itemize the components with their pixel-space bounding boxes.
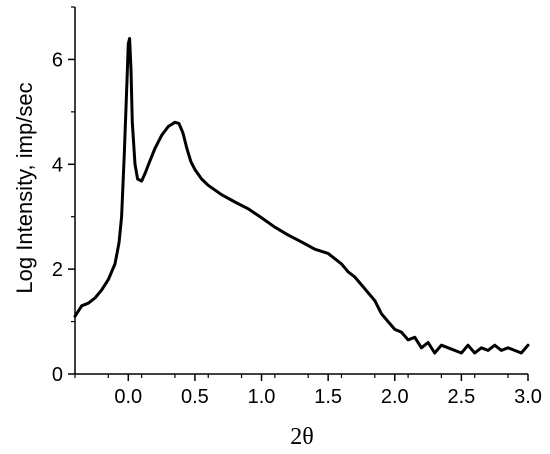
y-tick-label: 2 — [52, 259, 63, 281]
x-tick-label: 2.5 — [447, 386, 475, 408]
x-tick-label: 1.5 — [314, 386, 342, 408]
x-tick-label: 0.5 — [181, 386, 209, 408]
x-tick-label: 2.0 — [381, 386, 409, 408]
ticks — [68, 6, 529, 381]
plot-area — [73, 37, 530, 355]
x-axis-title: 2θ — [290, 424, 314, 450]
y-axis-title: Log Intensity, imp/sec — [12, 82, 37, 293]
x-tick-label: 0.0 — [114, 386, 142, 408]
y-tick-label: 0 — [52, 364, 63, 386]
x-tick-label: 3.0 — [514, 386, 542, 408]
series-line — [73, 37, 530, 355]
x-tick-label: 1.0 — [248, 386, 276, 408]
tick-labels: 0.0 0.5 1.0 1.5 2.0 2.5 3.0 0 2 4 6 — [52, 49, 542, 408]
y-tick-label: 4 — [52, 154, 63, 176]
y-tick-label: 6 — [52, 49, 63, 71]
axes — [74, 7, 528, 375]
